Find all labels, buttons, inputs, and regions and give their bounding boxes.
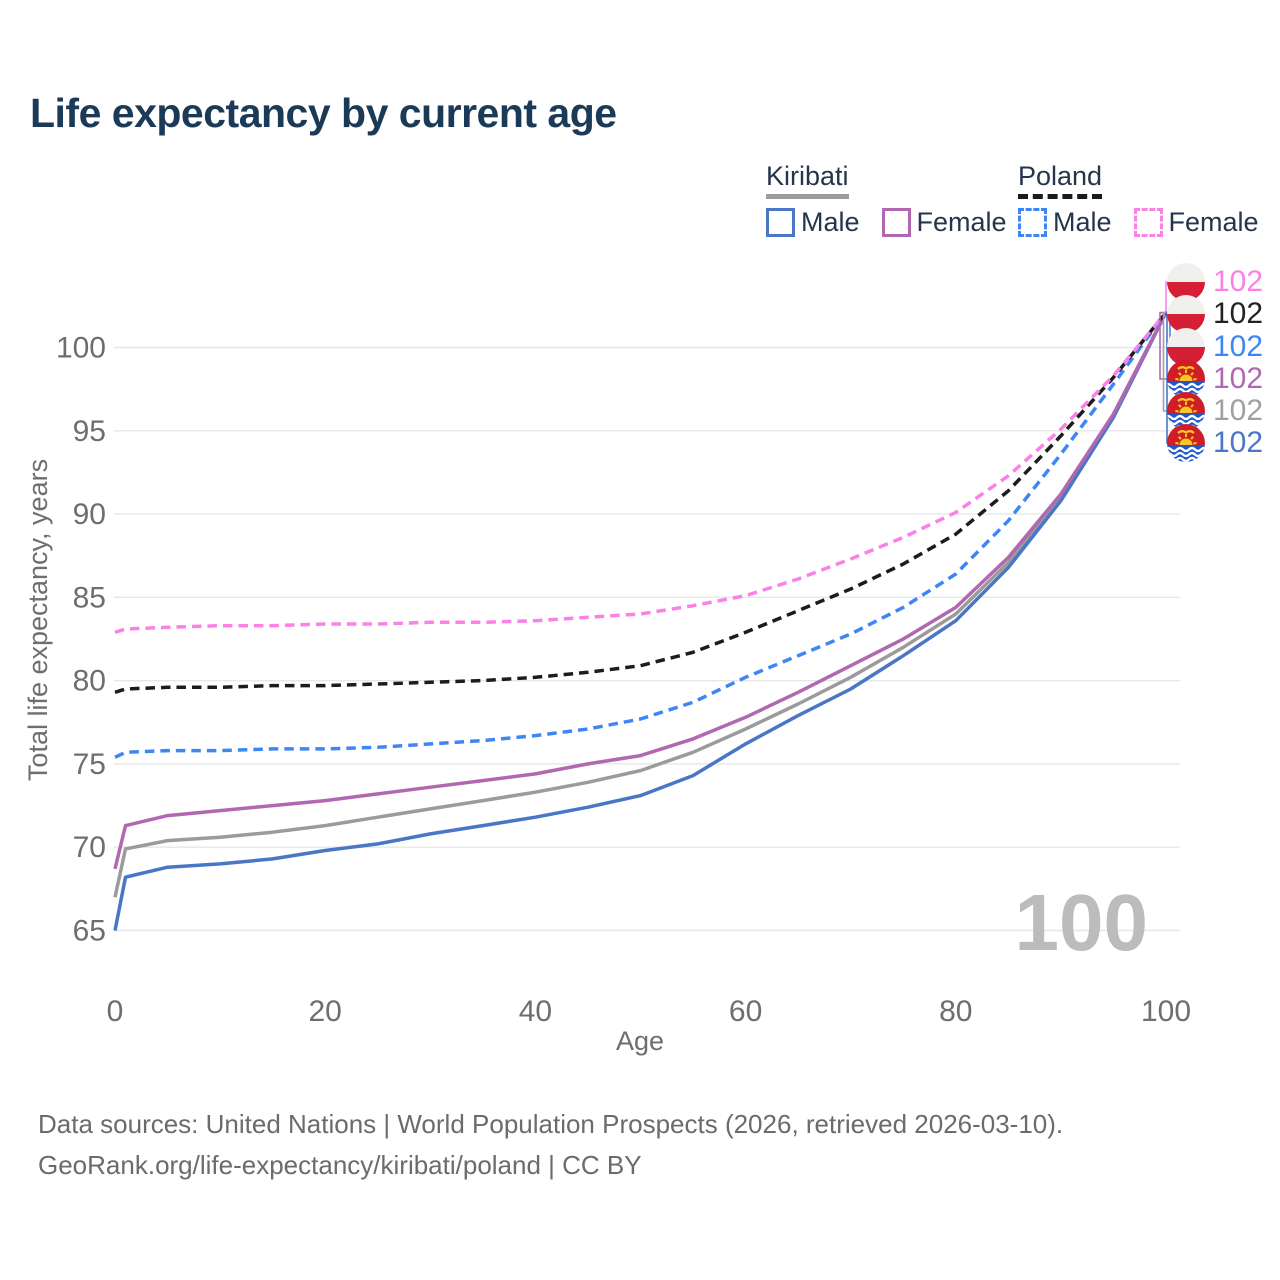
- x-tick-label: 0: [107, 995, 124, 1028]
- series-line-kiribati-total: [113, 311, 1168, 898]
- end-value: 102: [1213, 297, 1264, 330]
- legend-row-poland: Male Female: [1018, 207, 1280, 238]
- legend-item-kiribati-male[interactable]: Male: [766, 207, 860, 238]
- y-tick-label: 85: [73, 581, 106, 614]
- y-tick-label: 80: [73, 665, 106, 698]
- footer: Data sources: United Nations | World Pop…: [38, 1104, 1063, 1186]
- end-label-kiribati-total: 102: [1167, 392, 1263, 430]
- end-label-poland-male: 102: [1167, 328, 1263, 366]
- legend-item-label: Female: [1168, 207, 1259, 237]
- legend-row-kiribati: Male Female: [766, 207, 1029, 238]
- x-tick-label: 100: [1141, 995, 1191, 1028]
- y-tick-label: 95: [73, 415, 106, 448]
- attribution-line: GeoRank.org/life-expectancy/kiribati/pol…: [38, 1150, 642, 1180]
- y-tick-label: 70: [73, 831, 106, 864]
- x-axis-title: Age: [616, 1026, 664, 1056]
- end-label-kiribati-female: 102: [1167, 360, 1263, 398]
- x-axis-tick-labels: 0 20 40 60 80 100: [107, 995, 1191, 1028]
- x-tick-label: 80: [939, 995, 972, 1028]
- legend-item-poland-male[interactable]: Male: [1018, 207, 1112, 238]
- x-tick-label: 40: [519, 995, 552, 1028]
- kiribati-male-swatch-icon: [766, 208, 795, 237]
- legend-item-kiribati-female[interactable]: Female: [881, 207, 1007, 238]
- y-tick-label: 100: [56, 332, 106, 365]
- end-label-poland-total: 102: [1167, 295, 1263, 333]
- series-line-poland-female: [114, 311, 1168, 634]
- legend-group-poland: Poland Male Female: [1018, 162, 1280, 238]
- y-tick-label: 90: [73, 498, 106, 531]
- y-tick-label: 65: [73, 915, 106, 948]
- gridlines: [114, 346, 1180, 932]
- series-lines: [113, 311, 1168, 931]
- end-value: 102: [1213, 330, 1264, 363]
- poland-male-swatch-icon: [1018, 208, 1047, 237]
- kiribati-female-swatch-icon: [881, 208, 911, 237]
- x-tick-label: 60: [729, 995, 762, 1028]
- end-label-kiribati-male: 102: [1167, 424, 1263, 462]
- poland-female-swatch-icon: [1133, 208, 1163, 237]
- legend-country-kiribati: Kiribati: [766, 162, 849, 199]
- legend-group-kiribati: Kiribati Male Female: [766, 162, 1029, 238]
- y-tick-label: 75: [73, 748, 106, 781]
- end-value: 102: [1213, 426, 1264, 459]
- age-counter-watermark: 100: [1015, 878, 1148, 967]
- legend-item-label: Male: [1053, 207, 1112, 237]
- end-value: 102: [1213, 265, 1264, 298]
- end-label-poland-female: 102: [1167, 263, 1263, 301]
- series-line-poland-male: [114, 311, 1168, 759]
- legend-country-poland: Poland: [1018, 162, 1103, 199]
- end-label-connector: [1162, 311, 1168, 412]
- x-tick-label: 20: [309, 995, 342, 1028]
- legend-item-poland-female[interactable]: Female: [1133, 207, 1259, 238]
- data-sources-line: Data sources: United Nations | World Pop…: [38, 1109, 1064, 1139]
- y-axis-tick-labels: 65 70 75 80 85 90 95 100: [56, 332, 106, 948]
- kiribati-flag-icon: [1167, 424, 1205, 462]
- y-axis-title: Total life expectancy, years: [23, 459, 53, 781]
- end-value: 102: [1213, 362, 1264, 395]
- series-line-kiribati-female: [113, 311, 1168, 870]
- legend-item-label: Male: [801, 207, 860, 237]
- end-value: 102: [1213, 394, 1264, 427]
- series-line-kiribati-male: [113, 311, 1168, 931]
- page-title: Life expectancy by current age: [30, 90, 617, 136]
- series-line-poland-total: [114, 311, 1168, 694]
- legend-item-label: Female: [916, 207, 1007, 237]
